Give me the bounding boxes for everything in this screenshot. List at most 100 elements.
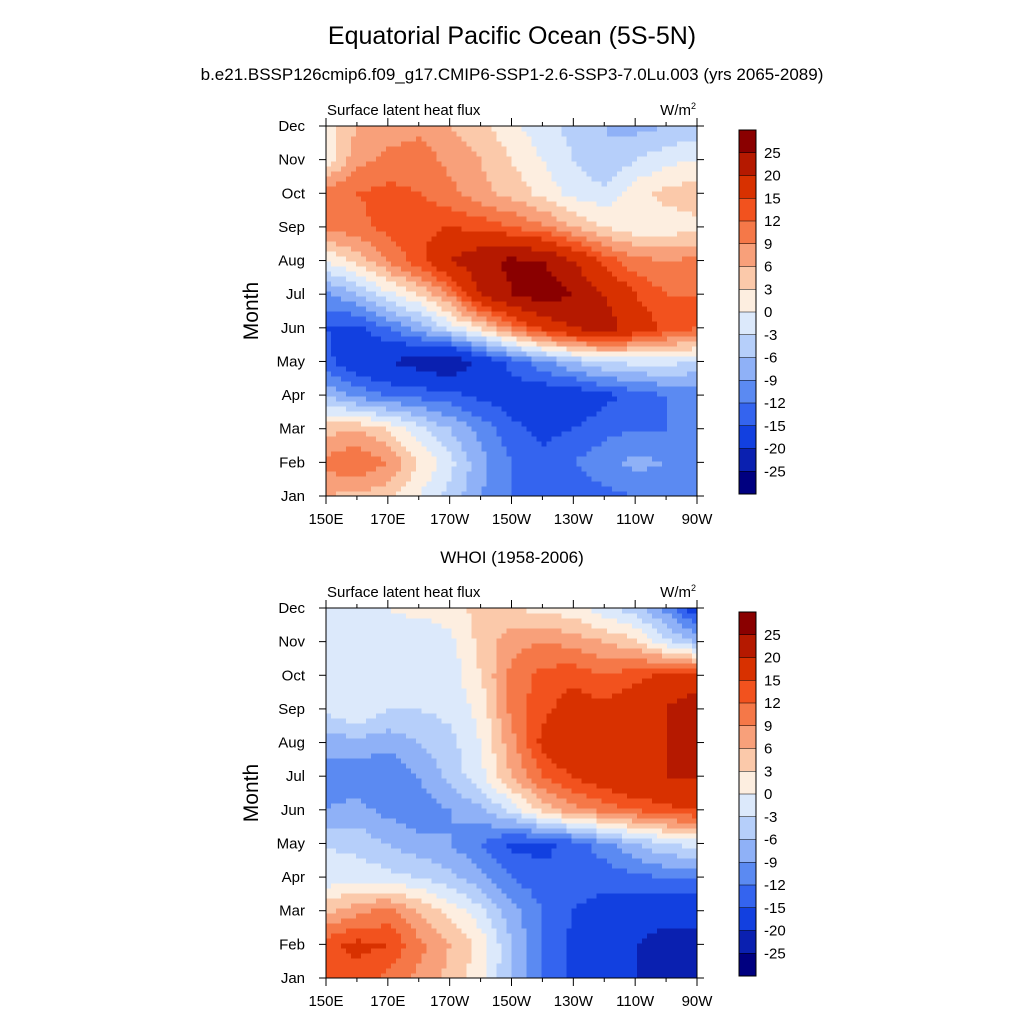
heatmap-cell (541, 366, 548, 372)
heatmap-cell (406, 456, 412, 462)
heatmap-cell (351, 271, 357, 277)
heatmap-cell (476, 491, 483, 497)
heatmap-cell (426, 371, 432, 377)
heatmap-cell (396, 386, 402, 392)
heatmap-cell (331, 461, 337, 467)
heatmap-cell (381, 456, 387, 462)
heatmap-cell (516, 486, 523, 492)
heatmap-cell (411, 346, 417, 352)
heatmap-cell (621, 456, 628, 462)
heatmap-cell (516, 281, 523, 287)
heatmap-cell (656, 386, 663, 392)
heatmap-cell (441, 416, 447, 422)
heatmap-cell (361, 251, 367, 257)
heatmap-cell (371, 376, 377, 382)
heatmap-cell (571, 296, 578, 302)
heatmap-cell (656, 346, 663, 352)
heatmap-cell (361, 321, 367, 327)
heatmap-cell (511, 311, 518, 317)
heatmap-cell (441, 171, 447, 177)
heatmap-cell (526, 466, 533, 472)
heatmap-cell (371, 176, 377, 182)
heatmap-cell (556, 456, 563, 462)
heatmap-cell (366, 226, 372, 232)
heatmap-cell (451, 481, 457, 487)
heatmap-cell (376, 276, 382, 282)
heatmap-cell (531, 196, 538, 202)
heatmap-cell (566, 461, 573, 467)
heatmap-cell (406, 376, 412, 382)
heatmap-cell (616, 401, 623, 407)
heatmap-cell (676, 446, 683, 452)
heatmap-cell (506, 181, 513, 187)
heatmap-cell (501, 301, 508, 307)
heatmap-cell (611, 296, 618, 302)
heatmap-cell (356, 481, 362, 487)
heatmap-cell (491, 406, 498, 412)
heatmap-cell (461, 226, 467, 232)
heatmap-cell (421, 261, 427, 267)
heatmap-cell (381, 366, 387, 372)
heatmap-cell (636, 481, 643, 487)
heatmap-cell (386, 311, 392, 317)
heatmap-cell (546, 406, 553, 412)
heatmap-cell (611, 276, 618, 282)
heatmap-cell (326, 266, 332, 272)
heatmap-cell (556, 181, 563, 187)
heatmap-cell (526, 421, 533, 427)
heatmap-cell (406, 391, 412, 397)
heatmap-cell (441, 461, 447, 467)
heatmap-cell (416, 191, 422, 197)
heatmap-cell (591, 461, 598, 467)
heatmap-cell (326, 396, 332, 402)
heatmap-cell (361, 301, 367, 307)
heatmap-cell (646, 381, 653, 387)
heatmap-cell (671, 436, 678, 442)
heatmap-cell (626, 246, 633, 252)
heatmap-cell (516, 456, 523, 462)
heatmap-cell (616, 201, 623, 207)
heatmap-cell (581, 326, 588, 332)
heatmap-cell (506, 376, 513, 382)
heatmap-cell (366, 266, 372, 272)
heatmap-cell (581, 491, 588, 497)
heatmap-cell (476, 161, 483, 167)
heatmap-cell (446, 306, 452, 312)
heatmap-cell (461, 216, 467, 222)
heatmap-cell (341, 351, 347, 357)
heatmap-cell (631, 486, 638, 492)
heatmap-cell (451, 476, 457, 482)
heatmap-cell (671, 161, 678, 167)
heatmap-cell (516, 171, 523, 177)
heatmap-cell (651, 426, 658, 432)
heatmap-cell (616, 296, 623, 302)
heatmap-cell (611, 461, 618, 467)
heatmap-cell (606, 341, 613, 347)
heatmap-cell (646, 366, 653, 372)
heatmap-cell (506, 241, 513, 247)
heatmap-cell (386, 361, 392, 367)
heatmap-cell (471, 271, 477, 277)
heatmap-cell (381, 176, 387, 182)
heatmap-cell (346, 411, 352, 417)
heatmap-cell (626, 431, 633, 437)
heatmap-cell (541, 426, 548, 432)
heatmap-cell (631, 226, 638, 232)
heatmap-cell (631, 326, 638, 332)
heatmap-cell (481, 181, 488, 187)
heatmap-cell (571, 276, 578, 282)
heatmap-cell (501, 156, 508, 162)
heatmap-cell (326, 231, 332, 237)
heatmap-cell (366, 481, 372, 487)
heatmap-cell (446, 336, 452, 342)
heatmap-cell (576, 346, 583, 352)
heatmap-cell (586, 476, 593, 482)
heatmap-cell (496, 291, 503, 297)
heatmap-cell (496, 281, 503, 287)
heatmap-cell (341, 426, 347, 432)
heatmap-cell (396, 461, 402, 467)
heatmap-cell (626, 361, 633, 367)
heatmap-cell (601, 456, 608, 462)
heatmap-cell (611, 196, 618, 202)
heatmap-cell (636, 376, 643, 382)
